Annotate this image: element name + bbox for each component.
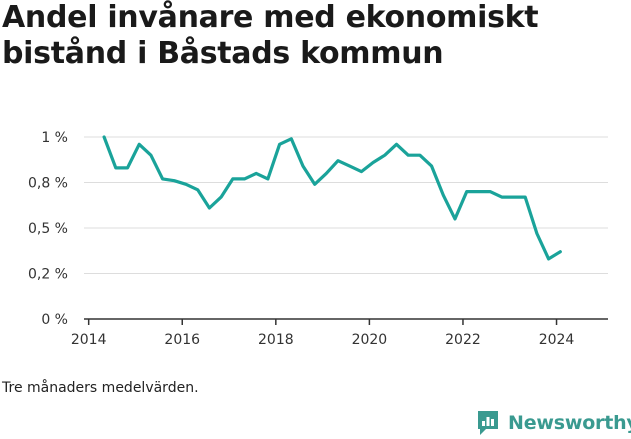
data-point[interactable] (554, 246, 566, 258)
series (98, 131, 566, 265)
data-point[interactable] (274, 138, 286, 150)
data-point[interactable] (461, 186, 473, 198)
grid-lines (84, 136, 608, 274)
newsworthy-logo-icon (478, 411, 498, 435)
data-point[interactable] (192, 184, 204, 196)
y-tick-label: 0,2 % (28, 267, 68, 283)
x-tick-label: 2014 (71, 332, 107, 348)
data-point[interactable] (297, 160, 309, 172)
data-point[interactable] (379, 149, 391, 161)
x-tick-label: 2024 (539, 332, 575, 348)
data-point[interactable] (472, 186, 484, 198)
y-tick-label: 0 % (41, 312, 68, 328)
data-point[interactable] (402, 149, 414, 161)
data-point[interactable] (391, 138, 403, 150)
data-point[interactable] (320, 167, 332, 179)
x-tick-label: 2016 (164, 332, 200, 348)
data-point[interactable] (285, 133, 297, 145)
data-point[interactable] (426, 160, 438, 172)
chart-note: Tre månaders medelvärden. (2, 380, 199, 396)
data-point[interactable] (437, 189, 449, 201)
data-point[interactable] (367, 156, 379, 168)
data-point[interactable] (215, 191, 227, 203)
data-point[interactable] (449, 213, 461, 225)
data-point[interactable] (262, 173, 274, 185)
data-point[interactable] (227, 173, 239, 185)
data-point[interactable] (531, 227, 543, 239)
data-point[interactable] (484, 186, 496, 198)
x-tick-label: 2020 (352, 332, 388, 348)
data-point[interactable] (110, 162, 122, 174)
data-point[interactable] (250, 167, 262, 179)
data-point[interactable] (122, 162, 134, 174)
data-point[interactable] (414, 149, 426, 161)
data-point[interactable] (519, 191, 531, 203)
data-point[interactable] (168, 175, 180, 187)
x-axis-labels: 2014 2016 2018 2020 2022 2024 (71, 332, 575, 348)
data-point[interactable] (145, 149, 157, 161)
data-point[interactable] (238, 173, 250, 185)
data-point[interactable] (332, 155, 344, 167)
data-point[interactable] (309, 178, 321, 190)
data-point[interactable] (98, 131, 110, 143)
y-axis-labels: 0 % 0,2 % 0,5 % 0,8 % 1 % (28, 130, 68, 328)
data-point[interactable] (496, 191, 508, 203)
x-tick-label: 2022 (445, 332, 481, 348)
y-tick-label: 1 % (41, 130, 68, 146)
data-point[interactable] (344, 160, 356, 172)
line-chart: 0 %0,2 %0,5 %0,8 %1 % 2014 2016 2018 2020 20… (28, 130, 608, 348)
data-point[interactable] (157, 173, 169, 185)
data-point[interactable] (180, 178, 192, 190)
x-axis (84, 318, 608, 325)
y-tick-label: 0,8 % (28, 176, 68, 192)
series-line (102, 135, 562, 261)
y-tick-label: 0,5 % (28, 221, 68, 237)
brand-logo[interactable]: Newsworthy (476, 408, 631, 438)
data-point[interactable] (507, 191, 519, 203)
data-point[interactable] (355, 166, 367, 178)
data-point[interactable] (203, 202, 215, 214)
x-tick-label: 2018 (258, 332, 294, 348)
data-point[interactable] (133, 138, 145, 150)
data-point[interactable] (543, 253, 555, 265)
chart-title: Andel invånare med ekonomiskt bistånd i … (2, 0, 539, 71)
brand-name: Newsworthy (508, 412, 631, 434)
